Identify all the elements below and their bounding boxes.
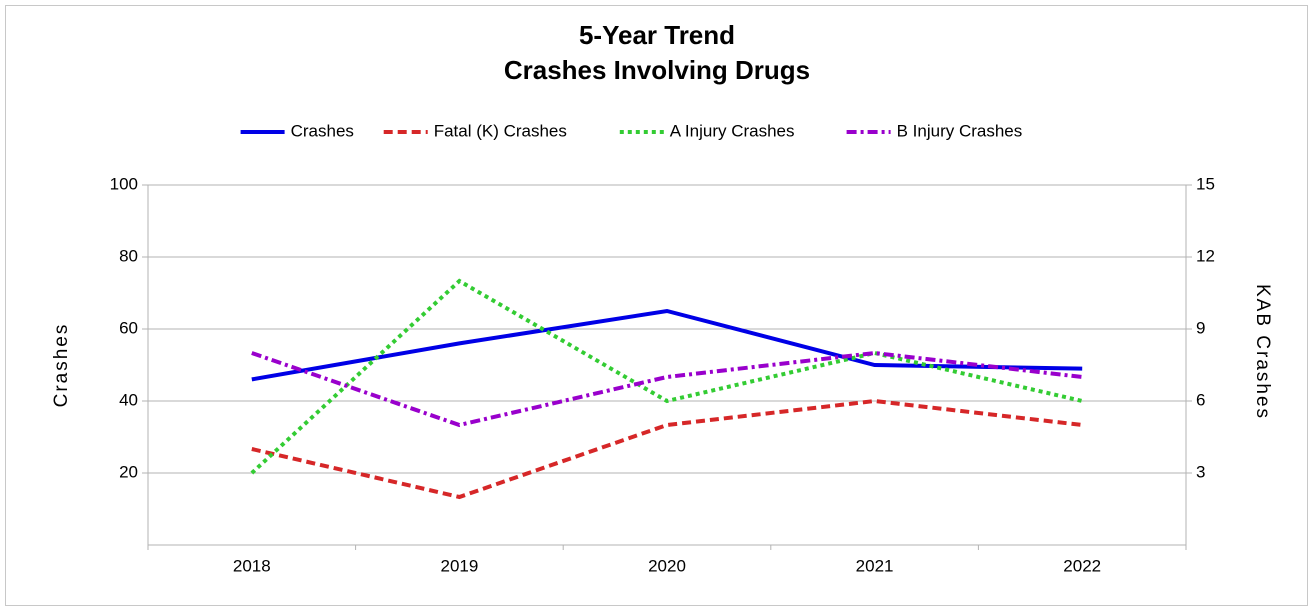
chart-title: 5-Year Trend [579, 20, 735, 50]
x-tick-label: 2021 [856, 556, 894, 575]
y-tick-label: 40 [119, 390, 138, 409]
y2-tick-label: 9 [1196, 318, 1205, 337]
series-line [251, 308, 1083, 382]
x-tick-label: 2020 [648, 556, 686, 575]
y2-tick-label: 3 [1196, 462, 1205, 481]
y-axis-title: Crashes [51, 323, 72, 408]
y-tick-label: 100 [110, 174, 138, 193]
series-line [250, 278, 1083, 475]
chart-subtitle: Crashes Involving Drugs [504, 55, 810, 85]
y-tick-label: 60 [119, 318, 138, 337]
series-line [251, 398, 1083, 500]
legend-label: B Injury Crashes [897, 121, 1023, 140]
legend-label: Crashes [291, 121, 354, 140]
x-tick-label: 2019 [440, 556, 478, 575]
y-tick-label: 20 [119, 462, 138, 481]
legend-label: Fatal (K) Crashes [434, 121, 567, 140]
y2-tick-label: 15 [1196, 174, 1215, 193]
legend-label: A Injury Crashes [670, 121, 795, 140]
y2-axis-title: KAB Crashes [1252, 284, 1273, 420]
y2-tick-label: 12 [1196, 246, 1215, 265]
chart-border [5, 5, 1308, 606]
x-tick-label: 2018 [233, 556, 271, 575]
y-tick-label: 80 [119, 246, 138, 265]
y2-tick-label: 6 [1196, 390, 1205, 409]
x-tick-label: 2022 [1063, 556, 1101, 575]
